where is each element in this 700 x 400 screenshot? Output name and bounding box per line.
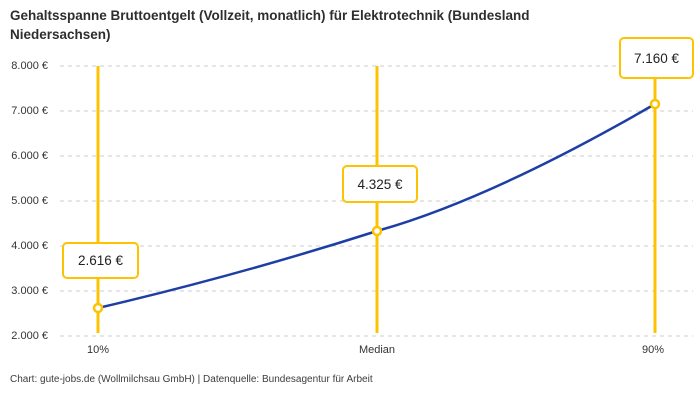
x-tick-90-percent: 90% bbox=[641, 344, 665, 356]
chart-title-line1: Gehaltsspanne Bruttoentgelt (Vollzeit, m… bbox=[10, 8, 530, 23]
marker-10-percent bbox=[92, 302, 104, 314]
value-box-10-percent: 2.616 € bbox=[62, 242, 139, 279]
marker-median bbox=[371, 225, 383, 237]
value-label-median: 4.325 € bbox=[357, 176, 403, 192]
y-tick-3000: 3.000 € bbox=[11, 285, 48, 297]
chart-source-attribution: Chart: gute-jobs.de (Wollmilchsau GmbH) … bbox=[10, 374, 373, 385]
marker-90-percent bbox=[649, 98, 661, 110]
value-box-90-percent: 7.160 € bbox=[619, 37, 694, 79]
chart-title: Gehaltsspanne Bruttoentgelt (Vollzeit, m… bbox=[10, 6, 690, 44]
y-tick-2000: 2.000 € bbox=[11, 330, 48, 342]
value-label-90-percent: 7.160 € bbox=[633, 50, 680, 66]
x-tick-median: Median bbox=[358, 344, 396, 356]
y-tick-8000: 8.000 € bbox=[11, 60, 48, 72]
value-label-10-percent: 2.616 € bbox=[77, 253, 124, 268]
y-tick-4000: 4.000 € bbox=[11, 240, 48, 252]
x-tick-10-percent: 10% bbox=[86, 344, 110, 356]
y-tick-6000: 6.000 € bbox=[11, 150, 48, 162]
y-tick-5000: 5.000 € bbox=[11, 195, 48, 207]
chart-title-line2: Niedersachsen) bbox=[10, 27, 111, 42]
value-box-median: 4.325 € bbox=[342, 165, 418, 203]
y-tick-7000: 7.000 € bbox=[11, 105, 48, 117]
